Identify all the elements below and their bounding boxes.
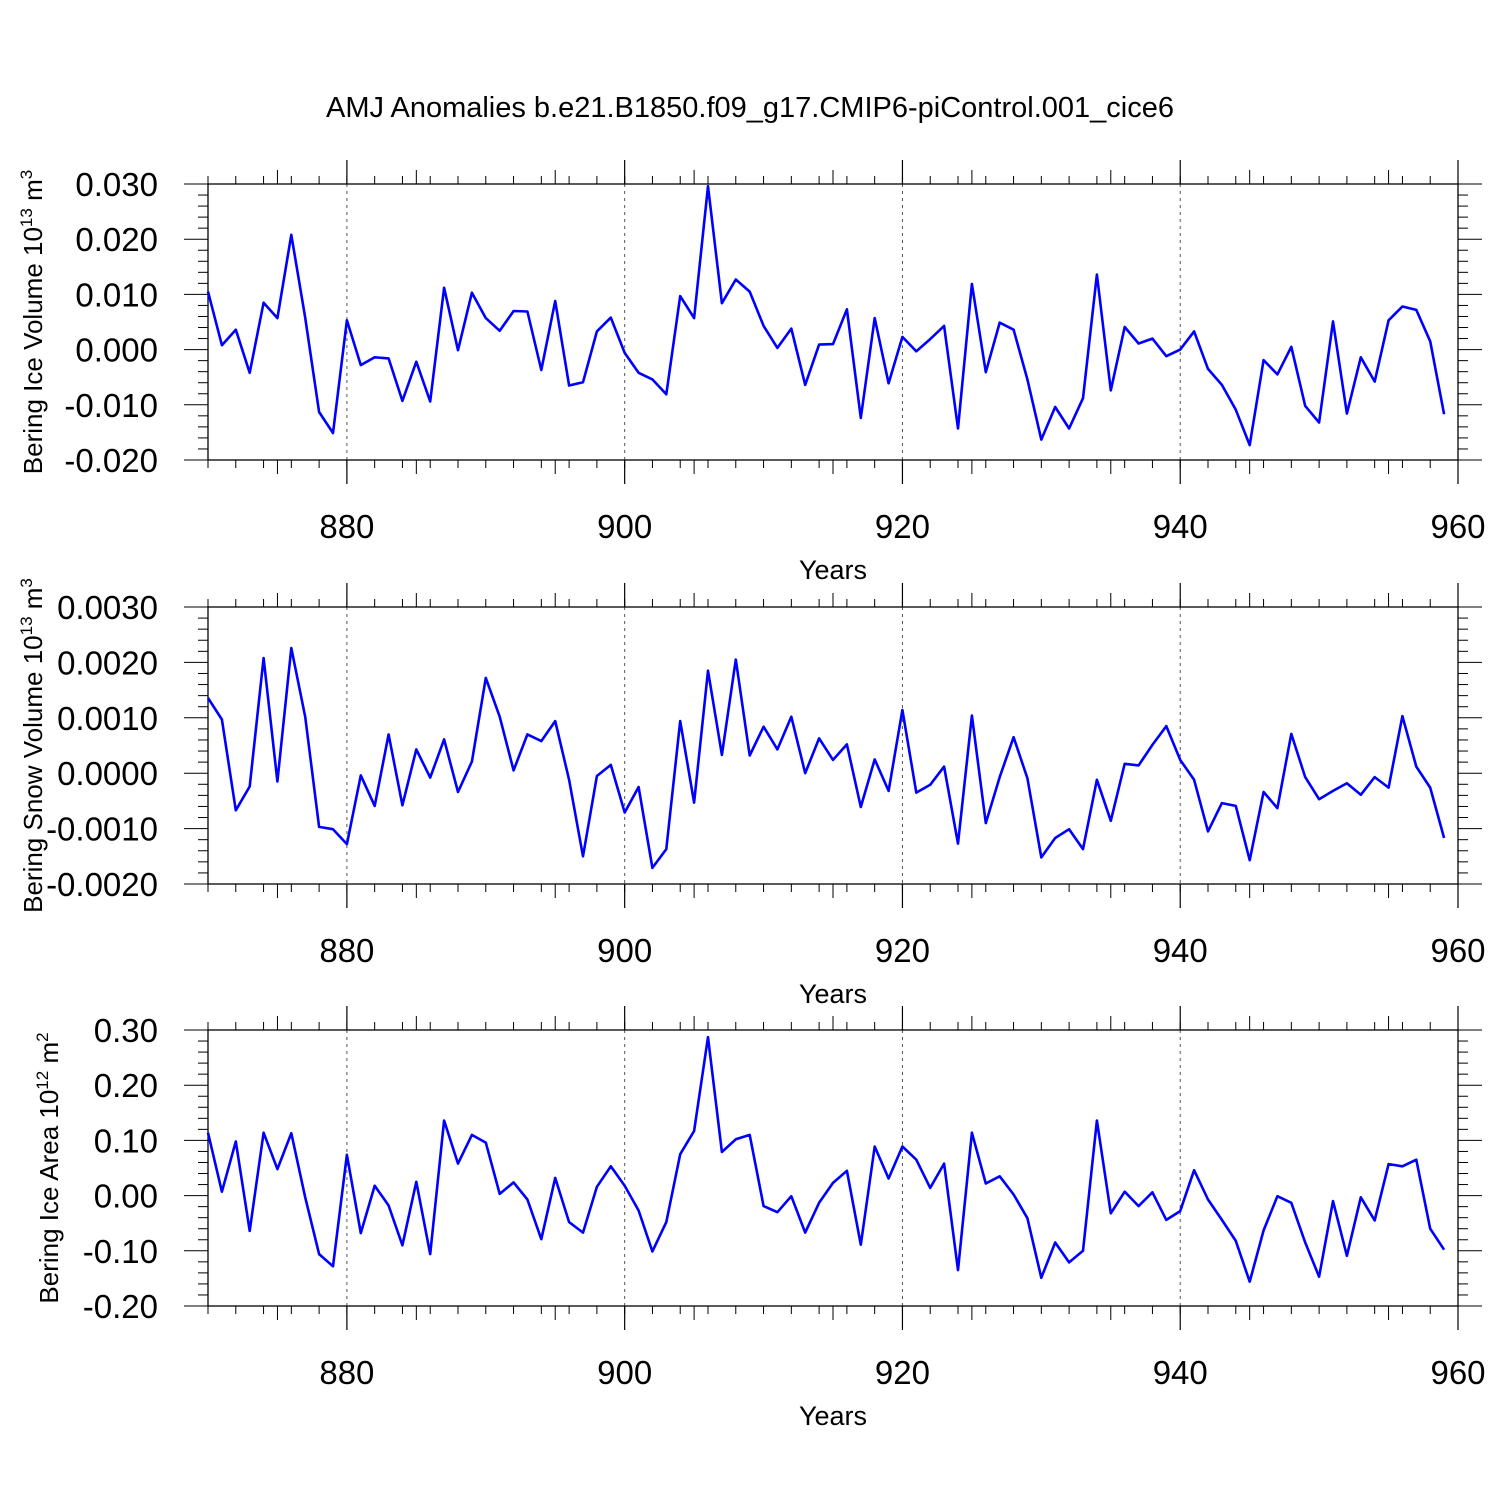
chart-panel-1: 880 900 920 940 960 -0.020 -0.010 0.000 0.010 0.0…: [17, 160, 1486, 585]
y-tick-label: 0.0000: [57, 755, 158, 792]
x-tick-label: 920: [875, 508, 930, 545]
x-tick-label: 940: [1153, 1354, 1208, 1391]
y-tick-label: 0.0030: [57, 589, 158, 626]
y-tick-label: 0.030: [75, 166, 158, 203]
y-tick-label: 0.20: [94, 1067, 158, 1104]
page-title: AMJ Anomalies b.e21.B1850.f09_g17.CMIP6-…: [326, 92, 1174, 124]
y-tick-label: -0.10: [83, 1233, 158, 1270]
x-tick-label: 920: [875, 932, 930, 969]
x-tick-label: 900: [597, 1354, 652, 1391]
x-tick-label: 960: [1430, 1354, 1485, 1391]
x-axis-title: Years: [799, 1401, 867, 1431]
y-axis-title: Bering Ice Volume 1013 m3: [17, 170, 48, 474]
series-line: [206, 646, 1446, 870]
y-tick-label: 0.10: [94, 1122, 158, 1159]
y-axis-title: Bering Ice Area 1012 m2: [33, 1032, 64, 1303]
y-tick-label: 0.0010: [57, 700, 158, 737]
x-tick-label: 880: [319, 508, 374, 545]
series-line: [206, 184, 1446, 447]
x-tick-label: 940: [1153, 932, 1208, 969]
x-axis-title: Years: [799, 555, 867, 585]
y-tick-label: -0.20: [83, 1288, 158, 1325]
chart-panel-2: 880 900 920 940 960 -0.0020 -0.0010 0.0000 0.001…: [17, 578, 1486, 1009]
x-tick-label: 960: [1430, 932, 1485, 969]
y-tick-label: 0.00: [94, 1178, 158, 1215]
x-tick-label: 880: [319, 1354, 374, 1391]
y-tick-label: 0.30: [94, 1012, 158, 1049]
chart-panel-3: 880 900 920 940 960 -0.20 -0.10 0.00 0.10 0.20 0.3…: [33, 1006, 1486, 1431]
y-tick-label: -0.0010: [46, 811, 158, 848]
x-tick-label: 920: [875, 1354, 930, 1391]
y-tick-label: 0.010: [75, 276, 158, 313]
y-tick-label: 0.020: [75, 221, 158, 258]
x-tick-label: 960: [1430, 508, 1485, 545]
plot-frame: [207, 183, 1459, 461]
y-tick-label: -0.0020: [46, 866, 158, 903]
x-tick-label: 940: [1153, 508, 1208, 545]
y-tick-label: 0.000: [75, 332, 158, 369]
x-tick-label: 900: [597, 508, 652, 545]
series-line: [206, 1035, 1446, 1283]
x-axis-title: Years: [799, 979, 867, 1009]
y-tick-label: 0.0020: [57, 644, 158, 681]
plot-frame: [207, 606, 1459, 885]
y-axis-title: Bering Snow Volume 1013 m3: [17, 578, 48, 913]
y-tick-label: -0.010: [64, 387, 158, 424]
plot-frame: [207, 1029, 1459, 1307]
x-tick-label: 880: [319, 932, 374, 969]
y-tick-label: -0.020: [64, 442, 158, 479]
x-tick-label: 900: [597, 932, 652, 969]
